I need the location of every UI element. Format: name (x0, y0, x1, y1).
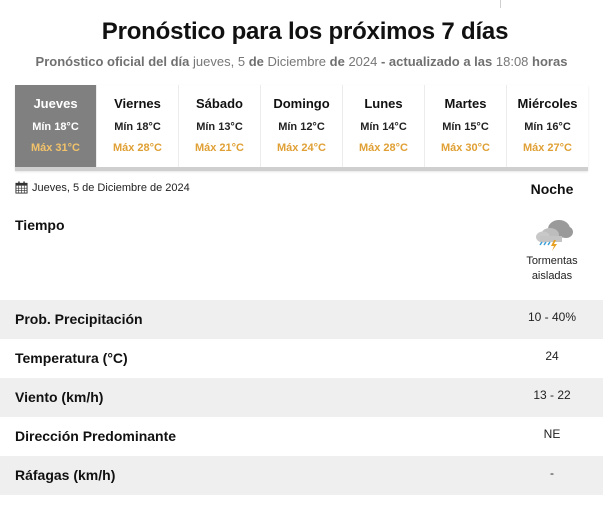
day-max-temp: Máx 21°C (194, 142, 245, 154)
day-tab-viernes[interactable]: Viernes Mín 18°C Máx 28°C (97, 85, 179, 167)
selected-date-text: Jueves, 5 de Diciembre de 2024 (32, 181, 190, 194)
subtitle-de: de (248, 54, 264, 69)
day-tabs: Jueves Mín 18°C Máx 31°C Viernes Mín 18°… (15, 85, 588, 171)
forecast-subtitle: Pronóstico oficial del día jueves, 5 de … (0, 54, 603, 69)
subtitle-de: de (329, 54, 345, 69)
row-value: 10 - 40% (527, 310, 577, 324)
day-max-temp: Máx 28°C (112, 142, 163, 154)
day-tab-jueves[interactable]: Jueves Mín 18°C Máx 31°C (15, 85, 97, 167)
day-min-temp: Mín 18°C (32, 121, 79, 133)
row-value: 24 (545, 349, 559, 363)
row-label: Temperatura (°C) (15, 350, 128, 366)
subtitle-prefix: Pronóstico oficial del día (35, 54, 190, 69)
subtitle-year: 2024 (348, 54, 378, 69)
row-label: Prob. Precipitación (15, 311, 143, 327)
day-min-temp: Mín 16°C (524, 121, 571, 133)
day-tab-domingo[interactable]: Domingo Mín 12°C Máx 24°C (261, 85, 343, 167)
weather-description-line: Tormentas (526, 255, 578, 267)
day-min-temp: Mín 12°C (278, 121, 325, 133)
weather-description: Tormentas aisladas (512, 254, 592, 284)
day-max-temp: Máx 30°C (440, 142, 491, 154)
thunderstorm-cloud-icon (536, 220, 573, 251)
day-name: Viernes (114, 96, 161, 111)
table-row: Viento (km/h) 13 - 22 (0, 378, 603, 417)
table-row: Ráfagas (km/h) - (0, 456, 603, 495)
selected-date: Jueves, 5 de Diciembre de 2024 (15, 181, 190, 194)
row-label: Viento (km/h) (15, 389, 104, 405)
day-tab-lunes[interactable]: Lunes Mín 14°C Máx 28°C (343, 85, 425, 167)
forecast-details-table: Prob. Precipitación 10 - 40% Temperatura… (0, 300, 603, 495)
table-row: Temperatura (°C) 24 (0, 339, 603, 378)
day-max-temp: Máx 27°C (522, 142, 573, 154)
subtitle-suffix: horas (532, 54, 568, 69)
subtitle-weekday: jueves, 5 (193, 54, 246, 69)
day-name: Sábado (196, 96, 243, 111)
day-min-temp: Mín 13°C (196, 121, 243, 133)
subtitle-time: 18:08 (495, 54, 529, 69)
table-row: Dirección Predominante NE (0, 417, 603, 456)
day-min-temp: Mín 18°C (114, 121, 161, 133)
day-max-temp: Máx 24°C (276, 142, 327, 154)
period-header: Noche (530, 181, 574, 197)
page-title: Pronóstico para los próximos 7 días (101, 18, 509, 45)
day-tab-sabado[interactable]: Sábado Mín 13°C Máx 21°C (179, 85, 261, 167)
day-name: Jueves (33, 96, 78, 111)
day-min-temp: Mín 15°C (442, 121, 489, 133)
row-label: Ráfagas (km/h) (15, 467, 116, 483)
row-value: 13 - 22 (533, 388, 571, 402)
day-max-temp: Máx 31°C (30, 142, 81, 154)
day-name: Domingo (273, 96, 330, 111)
calendar-icon (15, 181, 28, 194)
subtitle-month: Diciembre (267, 54, 327, 69)
subtitle-updated-label: - actualizado a las (380, 54, 493, 69)
row-value: NE (543, 427, 561, 441)
day-name: Miércoles (517, 96, 578, 111)
table-row: Prob. Precipitación 10 - 40% (0, 300, 603, 339)
day-name: Martes (444, 96, 487, 111)
weather-description-line: aisladas (531, 270, 573, 282)
day-max-temp: Máx 28°C (358, 142, 409, 154)
row-label: Dirección Predominante (15, 428, 177, 444)
weather-label: Tiempo (15, 217, 65, 233)
day-tab-miercoles[interactable]: Miércoles Mín 16°C Máx 27°C (507, 85, 588, 167)
day-min-temp: Mín 14°C (360, 121, 407, 133)
day-tab-martes[interactable]: Martes Mín 15°C Máx 30°C (425, 85, 507, 167)
weather-cell: Tormentas aisladas (512, 215, 592, 284)
top-divider (500, 0, 501, 8)
row-value: - (550, 466, 554, 480)
day-name: Lunes (364, 96, 403, 111)
